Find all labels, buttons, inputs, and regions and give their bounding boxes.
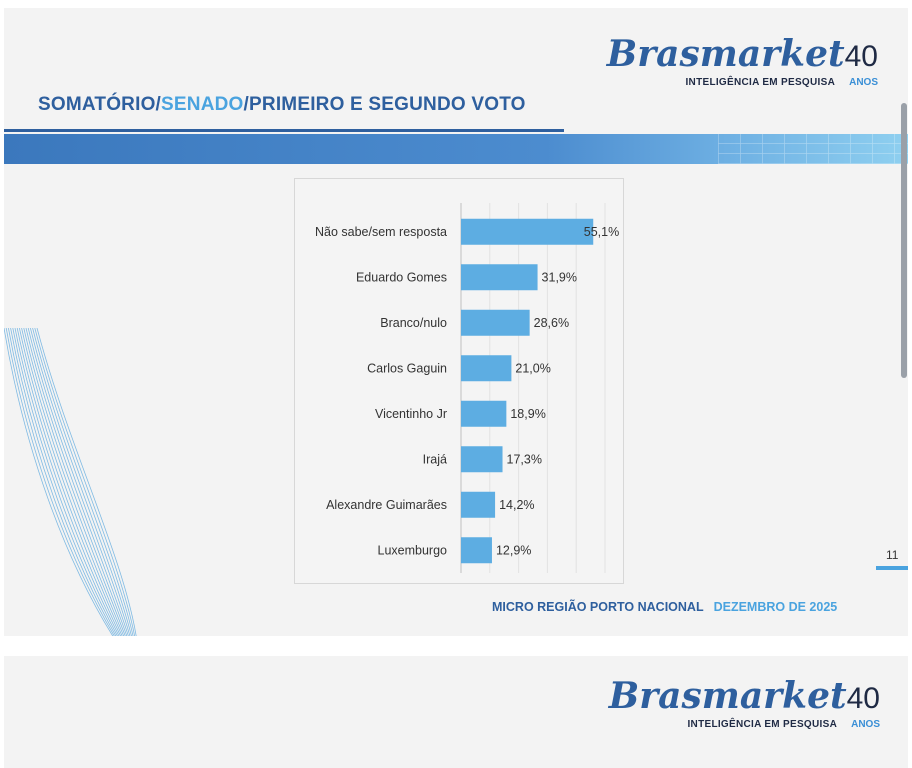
slide-title: SOMATÓRIO/SENADO/PRIMEIRO E SEGUNDO VOTO (38, 94, 526, 116)
bar-chart: Não sabe/sem resposta 55,1% Eduardo Gomes 3… (294, 178, 624, 584)
chart-bar (461, 309, 530, 336)
chart-category-label: Carlos Gaguin (367, 361, 447, 375)
title-part-1: SOMATÓRIO/ (38, 94, 162, 115)
footer-region: MICRO REGIÃO PORTO NACIONAL (492, 600, 704, 614)
page-number-bar (876, 566, 908, 570)
slide-11: Brasmarket40 INTELIGÊNCIA EM PESQUISA ANO… (4, 8, 908, 636)
decorative-curve-line (36, 328, 137, 636)
chart-category-label: Irajá (423, 452, 447, 466)
brand-logo-next: Brasmarket40 INTELIGÊNCIA EM PESQUISA ANO… (609, 676, 880, 732)
chart-value-label: 21,0% (515, 361, 550, 375)
chart-bar (461, 218, 594, 245)
brand-anniversary: 40 (844, 40, 878, 73)
chart-value-label: 18,9% (510, 407, 545, 421)
decorative-curve-line (19, 328, 125, 636)
chart-category-label: Luxemburgo (378, 543, 448, 557)
header-band-pattern (718, 134, 908, 164)
chart-bar (461, 491, 496, 518)
decorative-curve-line (34, 328, 135, 636)
decorative-curve-line (21, 328, 126, 636)
chart-category-label: Alexandre Guimarães (326, 498, 447, 512)
brand-tagline: INTELIGÊNCIA EM PESQUISA (685, 77, 836, 88)
footer-date: DEZEMBRO DE 2025 (713, 600, 838, 614)
brand-name: Brasmarket (608, 675, 847, 717)
chart-bar (461, 355, 512, 382)
chart-value-label: 14,2% (499, 498, 534, 512)
title-rule (4, 129, 564, 132)
brand-tagline: INTELIGÊNCIA EM PESQUISA (687, 719, 838, 730)
page-number: 11 (886, 548, 899, 562)
decorative-curve-line (23, 328, 128, 636)
chart-value-label: 17,3% (507, 452, 542, 466)
chart-value-label: 28,6% (534, 316, 569, 330)
chart-value-label: 12,9% (496, 543, 531, 557)
decorative-curve-line (25, 328, 129, 636)
title-highlight: SENADO (161, 94, 244, 115)
brand-anniversary: 40 (846, 682, 880, 715)
decorative-curve-line (12, 328, 120, 636)
brand-logo: Brasmarket40 INTELIGÊNCIA EM PESQUISA ANO… (607, 34, 878, 90)
decorative-curve-line (8, 328, 117, 636)
header-band (4, 134, 908, 164)
decorative-curve-line (4, 328, 114, 636)
chart-bar (461, 537, 492, 564)
chart-value-label: 31,9% (542, 270, 577, 284)
decorative-curve-line (30, 328, 132, 636)
decorative-curves (4, 328, 137, 636)
bar-chart-svg: Não sabe/sem resposta 55,1% Eduardo Gomes 3… (315, 203, 619, 573)
decorative-curve-line (5, 328, 115, 636)
chart-category-label: Vicentinho Jr (375, 407, 447, 421)
decorative-curve-line (27, 328, 131, 636)
chart-value-label: 55,1% (584, 225, 619, 239)
title-part-2: /PRIMEIRO E SEGUNDO VOTO (243, 94, 526, 115)
slide-footer: MICRO REGIÃO PORTO NACIONAL DEZEMBRO DE 2… (492, 600, 837, 614)
decorative-curve-line (14, 328, 122, 636)
chart-category-label: Eduardo Gomes (356, 270, 447, 284)
slide-12: Brasmarket40 INTELIGÊNCIA EM PESQUISA ANO… (4, 656, 908, 768)
chart-category-label: Branco/nulo (380, 316, 447, 330)
chart-category-label: Não sabe/sem resposta (315, 225, 447, 239)
decorative-curve-line (32, 328, 134, 636)
chart-bar (461, 264, 538, 291)
decorative-curve-line (10, 328, 118, 636)
chart-bar (461, 446, 503, 473)
decorative-curve-line (16, 328, 123, 636)
scrollbar[interactable] (901, 103, 907, 378)
chart-bar (461, 400, 507, 427)
brand-name: Brasmarket (606, 33, 845, 75)
brand-anos: ANOS (849, 77, 878, 88)
brand-anos: ANOS (851, 719, 880, 730)
